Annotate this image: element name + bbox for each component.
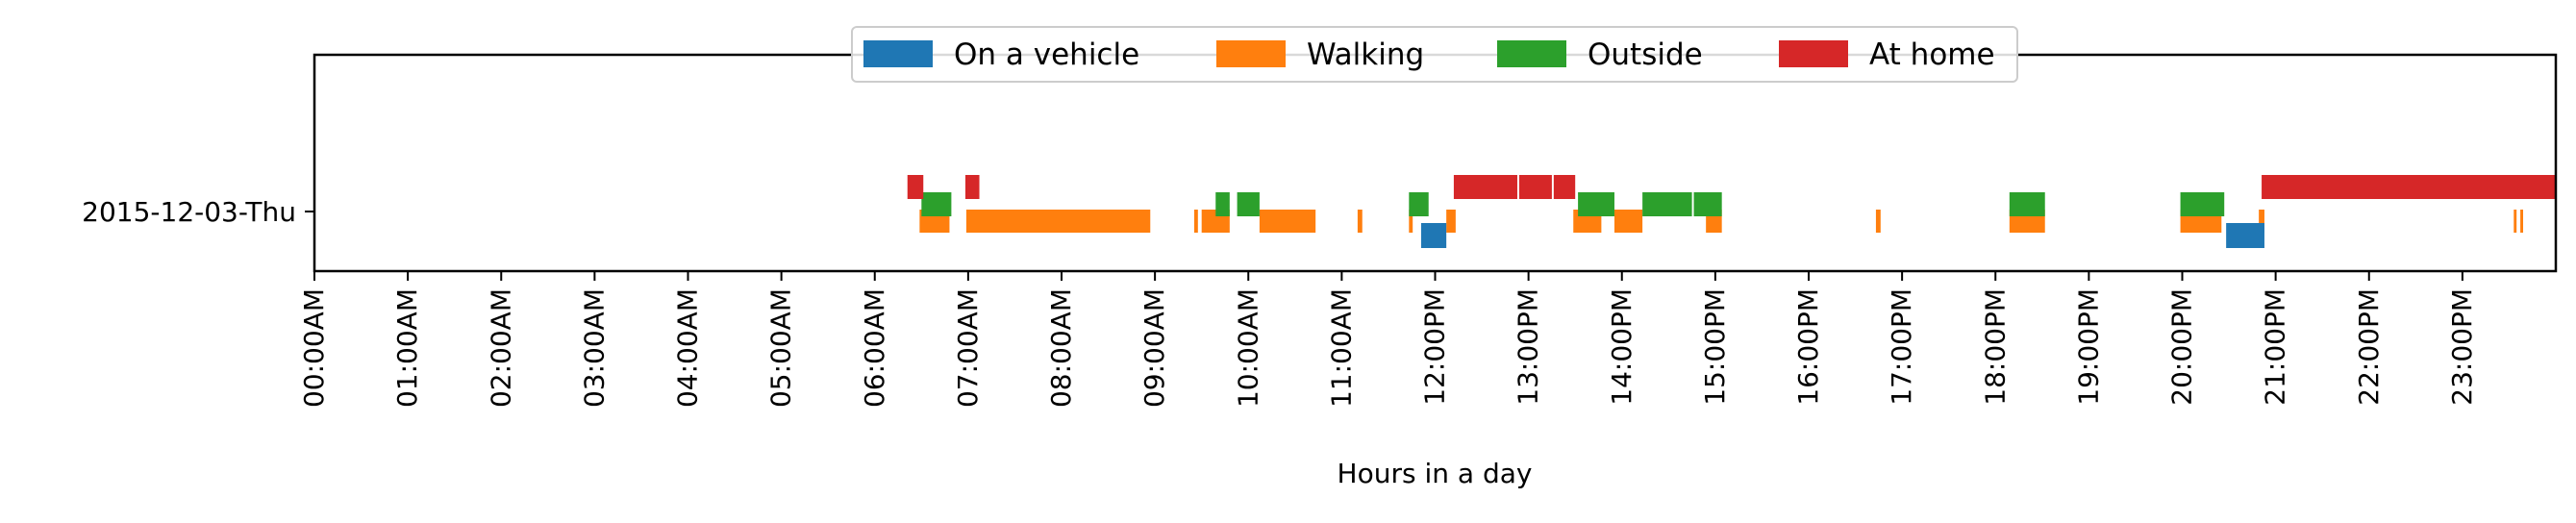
x-tick-label-22: 22:00PM — [2353, 288, 2385, 406]
bar-at-home-2 — [1453, 175, 1517, 199]
bar-walking-16 — [2520, 210, 2523, 233]
x-tick-label-1: 01:00AM — [391, 288, 423, 408]
bar-walking-9 — [1613, 210, 1643, 233]
bar-outside-5 — [1642, 192, 1692, 216]
bar-outside-7 — [2009, 192, 2045, 216]
x-tick-label-15: 15:00PM — [1699, 288, 1731, 406]
bar-outside-6 — [1693, 192, 1722, 216]
x-tick-label-5: 05:00AM — [765, 288, 797, 408]
bars-group — [907, 175, 2556, 248]
bar-walking-15 — [2513, 210, 2517, 233]
bar-walking-7 — [1446, 210, 1456, 233]
bar-outside-1 — [1215, 192, 1230, 216]
x-tick-label-3: 03:00AM — [578, 288, 610, 408]
x-tick-label-20: 20:00PM — [2166, 288, 2198, 406]
bar-walking-2 — [1193, 210, 1198, 233]
x-tick-label-11: 11:00AM — [1325, 288, 1357, 408]
legend-box — [851, 26, 2018, 83]
legend-label-3: At home — [1869, 37, 1995, 72]
legend-label-2: Outside — [1588, 37, 1703, 72]
bar-at-home-3 — [1518, 175, 1552, 199]
legend-swatch-2 — [1497, 40, 1566, 67]
legend-label-0: On a vehicle — [954, 37, 1139, 72]
bar-at-home-5 — [2262, 175, 2556, 199]
legend-swatch-3 — [1779, 40, 1848, 67]
bar-at-home-1 — [964, 175, 980, 199]
x-tick-label-18: 18:00PM — [1979, 288, 2011, 406]
x-tick-label-13: 13:00PM — [1513, 288, 1544, 406]
x-tick-label-8: 08:00AM — [1045, 288, 1077, 408]
bar-walking-11 — [1875, 210, 1881, 233]
legend-label-1: Walking — [1307, 37, 1424, 72]
x-tick-label-14: 14:00PM — [1606, 288, 1638, 406]
bar-on-a-vehicle-0 — [1420, 223, 1447, 248]
x-tick-label-23: 23:00PM — [2446, 288, 2478, 406]
bar-walking-5 — [1357, 210, 1363, 233]
legend: On a vehicle Walking Outside At home — [851, 26, 2018, 83]
bar-at-home-0 — [907, 175, 924, 199]
bar-outside-0 — [921, 192, 952, 216]
x-axis: 00:00AM 01:00AM 02:00AM 03:00AM 04:00AM 05:00… — [298, 271, 2478, 408]
x-tick-label-10: 10:00AM — [1232, 288, 1263, 408]
bar-walking-4 — [1259, 210, 1316, 233]
y-tick-label-0: 2015-12-03-Thu — [82, 196, 296, 228]
legend-swatch-1 — [1216, 40, 1286, 67]
x-tick-label-12: 12:00PM — [1419, 288, 1451, 406]
bar-outside-8 — [2180, 192, 2225, 216]
x-tick-label-9: 09:00AM — [1138, 288, 1170, 408]
bar-walking-1 — [965, 210, 1151, 233]
x-tick-label-21: 21:00PM — [2260, 288, 2291, 406]
bar-at-home-4 — [1553, 175, 1576, 199]
bar-walking-14 — [2259, 210, 2264, 233]
x-tick-label-6: 06:00AM — [859, 288, 890, 408]
x-tick-label-0: 00:00AM — [298, 288, 330, 408]
x-tick-label-19: 19:00PM — [2072, 288, 2104, 406]
x-tick-label-7: 07:00AM — [952, 288, 984, 408]
x-tick-label-4: 04:00AM — [672, 288, 704, 408]
y-axis: 2015-12-03-Thu — [82, 196, 314, 228]
x-tick-label-17: 17:00PM — [1886, 288, 1917, 406]
x-tick-label-2: 02:00AM — [485, 288, 516, 408]
bar-walking-6 — [1409, 210, 1413, 233]
x-tick-label-16: 16:00PM — [1792, 288, 1824, 406]
x-axis-label: Hours in a day — [1338, 458, 1533, 489]
bar-outside-4 — [1578, 192, 1614, 216]
legend-swatch-0 — [863, 40, 933, 67]
bar-on-a-vehicle-1 — [2226, 223, 2264, 248]
bar-outside-3 — [1409, 192, 1429, 216]
bar-outside-2 — [1237, 192, 1260, 216]
